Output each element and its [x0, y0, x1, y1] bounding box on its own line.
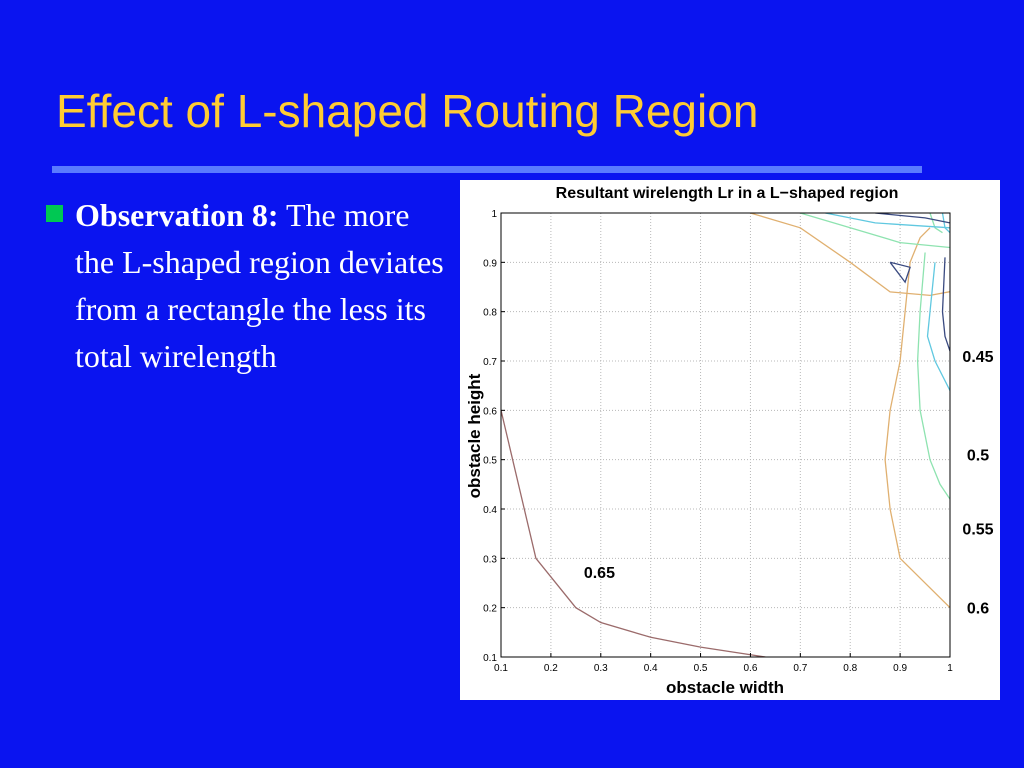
x-tick-label: 0.9: [893, 663, 907, 674]
contour-line-0-6: [750, 213, 950, 297]
contour-line-0-45: [889, 261, 911, 284]
y-tick-label: 0.6: [483, 406, 497, 417]
bullet-square-icon: [46, 205, 63, 222]
contour-line-0-5: [941, 213, 950, 234]
y-tick-label: 0.2: [483, 604, 497, 615]
contour-line-0-5: [926, 262, 950, 391]
y-tick-label: 0.7: [483, 357, 497, 368]
contour-label-0-55: 0.55: [962, 522, 993, 539]
x-tick-label: 0.5: [694, 663, 708, 674]
x-axis-label: obstacle width: [666, 678, 784, 697]
contour-line-0-65: [501, 410, 766, 657]
contour-line-0-55: [916, 252, 950, 500]
contour-chart: 0.1 0.2 0.3 0.4 0.5 0.6 0.7 0.8 0.9 1 0.1 0.2 0.3 0.4…: [465, 185, 994, 697]
bullet-lead: Observation 8:: [75, 197, 279, 233]
contour-line-0-45: [875, 213, 950, 224]
y-tick-label: 0.9: [483, 258, 497, 269]
x-tick-label: 0.2: [544, 663, 558, 674]
y-tick-label: 0.3: [483, 554, 497, 565]
x-tick-label: 0.7: [793, 663, 807, 674]
x-tick-label: 1: [947, 663, 953, 674]
contour-line-0-55: [800, 213, 950, 249]
contour-label-0-45: 0.45: [962, 349, 993, 366]
axis-ticks: 0.1 0.2 0.3 0.4 0.5 0.6 0.7 0.8 0.9 1 0.1 0.2 0.3 0.4…: [483, 209, 953, 674]
plot-frame: [500, 212, 951, 658]
contour-chart-panel: 0.1 0.2 0.3 0.4 0.5 0.6 0.7 0.8 0.9 1 0.1 0.2 0.3 0.4…: [460, 180, 1000, 700]
contour-label-0-65: 0.65: [584, 565, 615, 582]
x-tick-label: 0.6: [743, 663, 757, 674]
plot-area: [501, 213, 950, 657]
contour-line-0-5: [825, 213, 950, 229]
x-tick-label: 0.1: [494, 663, 508, 674]
chart-title: Resultant wirelength Lr in a L−shaped re…: [556, 185, 899, 202]
contour-line-0-45: [941, 257, 950, 352]
contour-line-0-6: [884, 227, 950, 609]
bullet-body: The more the L-shaped region deviates fr…: [75, 197, 444, 374]
title-divider: [52, 166, 922, 173]
contour-line-0-55: [929, 213, 943, 234]
x-tick-label: 0.3: [594, 663, 608, 674]
y-tick-label: 0.4: [483, 505, 497, 516]
slide-title: Effect of L-shaped Routing Region: [56, 85, 759, 137]
y-axis-label: obstacle height: [465, 373, 484, 498]
y-tick-label: 0.8: [483, 308, 497, 319]
bullet-observation-8: Observation 8: The more the L-shaped reg…: [44, 192, 444, 380]
y-tick-label: 1: [491, 209, 497, 220]
y-tick-label: 0.1: [483, 653, 497, 664]
bullet-text: Observation 8: The more the L-shaped reg…: [44, 192, 444, 380]
contour-label-0-5: 0.5: [967, 448, 989, 465]
y-tick-label: 0.5: [483, 456, 497, 467]
contour-label-0-6: 0.6: [967, 601, 989, 618]
x-tick-label: 0.4: [644, 663, 658, 674]
contour-lines: [501, 213, 950, 657]
x-tick-label: 0.8: [843, 663, 857, 674]
contour-labels: 0.65 0.45 0.5 0.55 0.6: [584, 349, 994, 618]
